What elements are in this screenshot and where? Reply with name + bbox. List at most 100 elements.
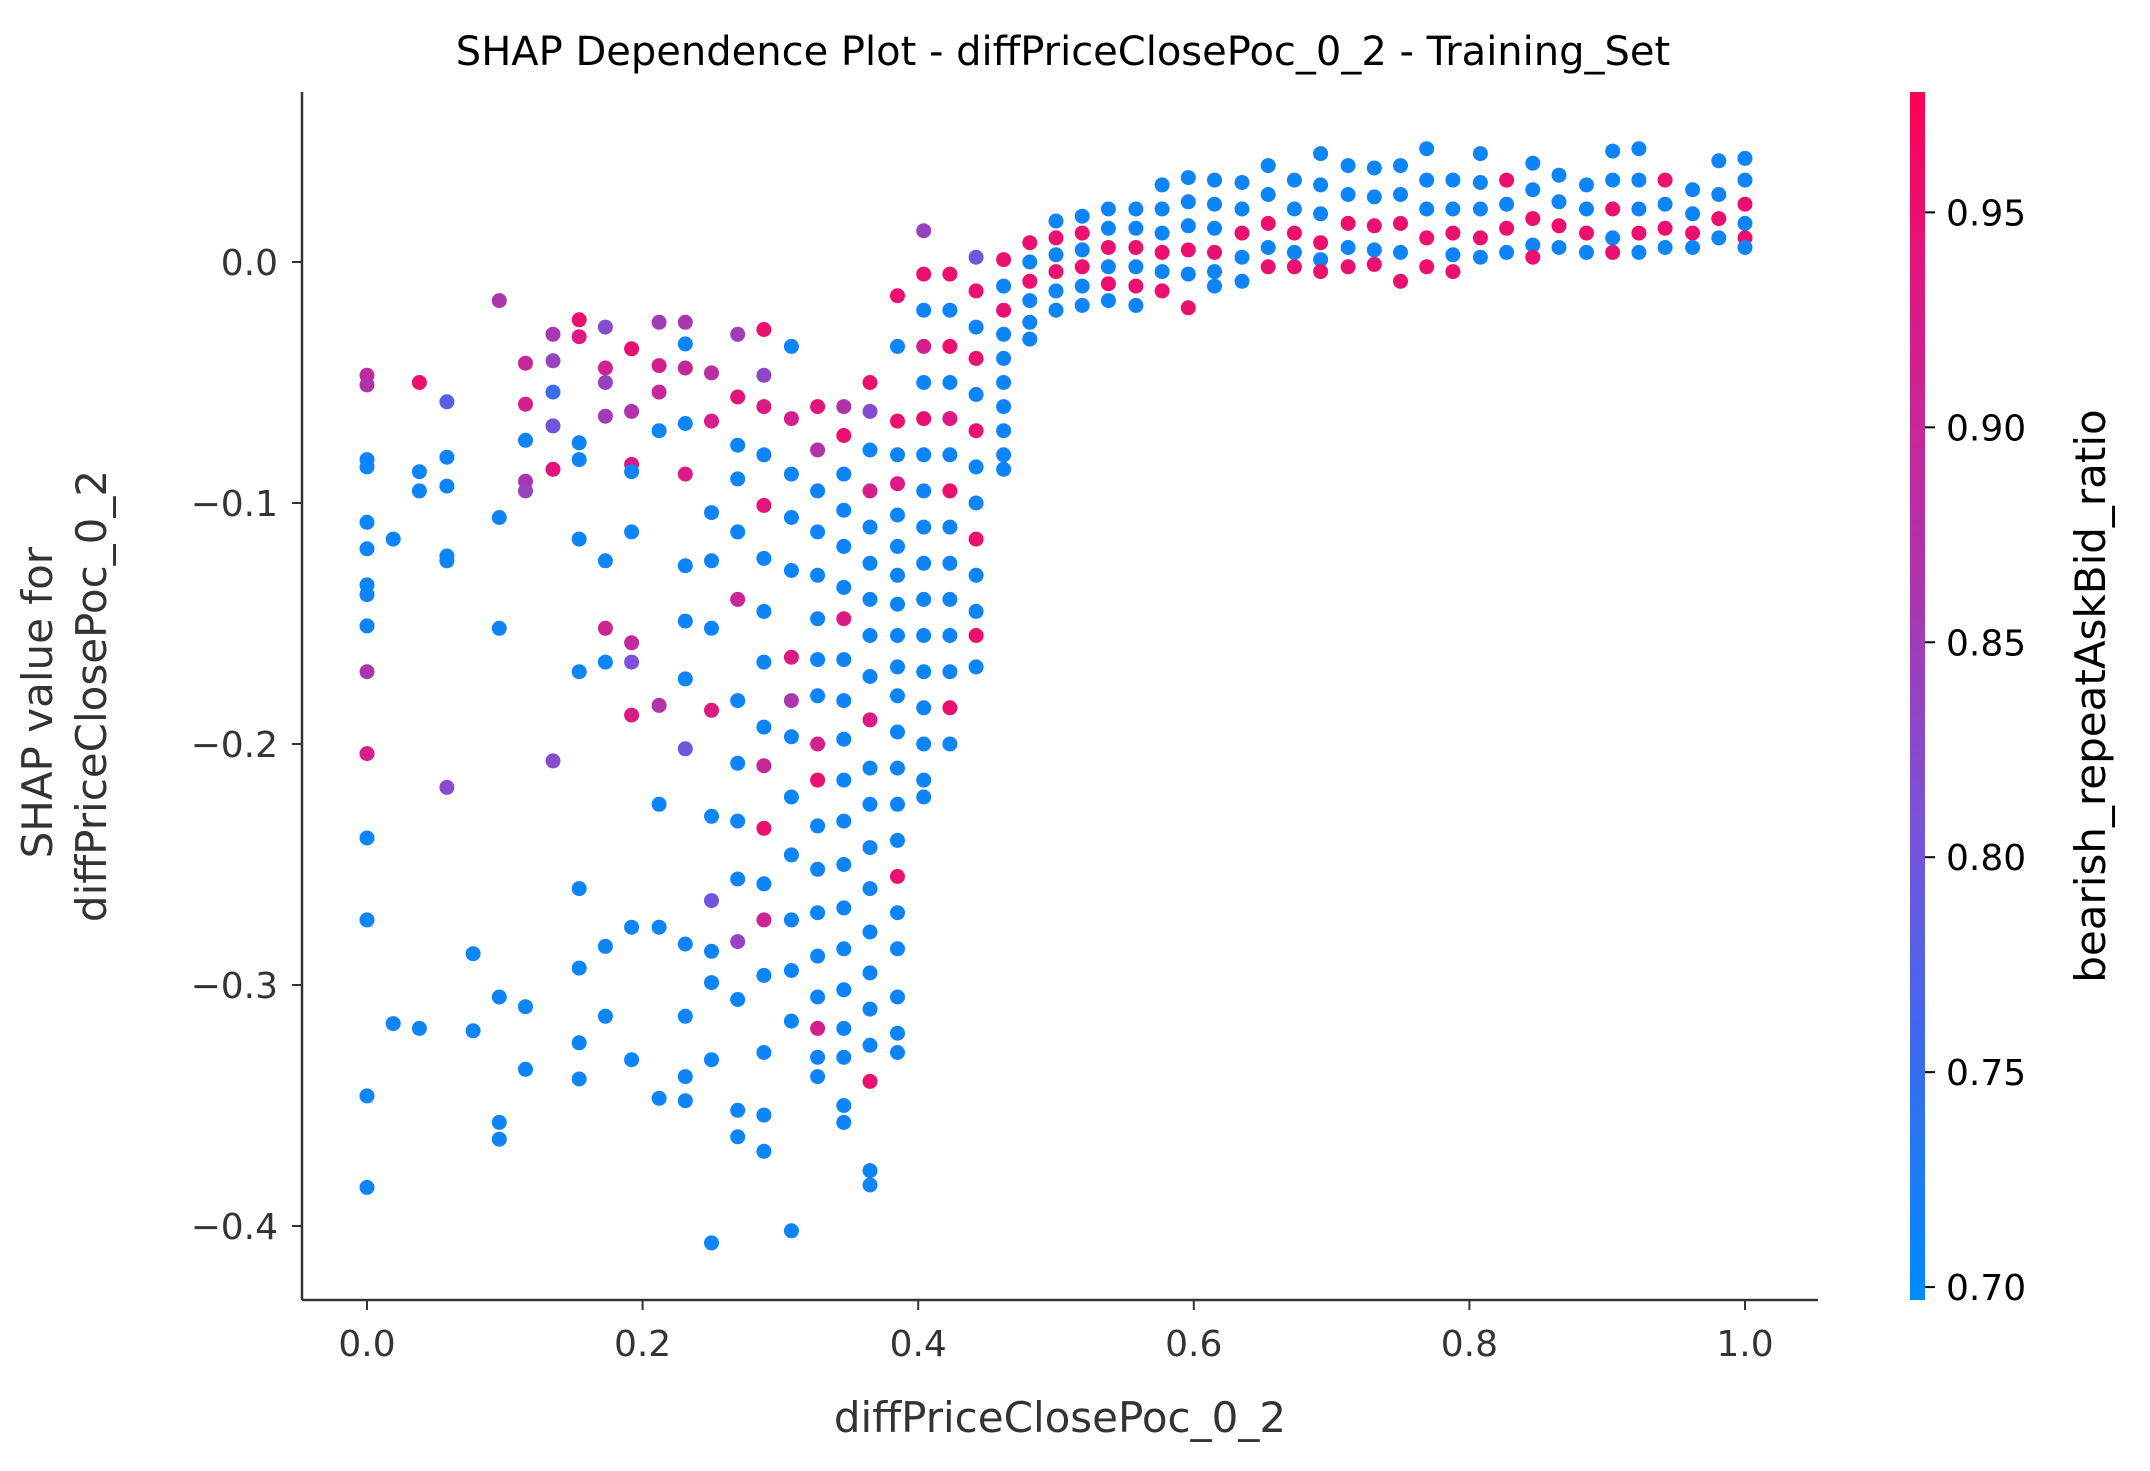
data-point [862, 881, 878, 897]
data-point [1499, 220, 1515, 236]
data-point [1472, 175, 1488, 190]
data-point [730, 326, 746, 342]
data-point [942, 411, 958, 427]
data-point [1711, 211, 1727, 227]
data-point [836, 900, 852, 916]
colorbar-tick-label: 0.90 [1946, 408, 2026, 449]
data-point [862, 555, 878, 571]
y-tick-label: −0.2 [191, 725, 278, 766]
data-point [1207, 172, 1222, 188]
data-point [1234, 249, 1250, 265]
data-point [1737, 150, 1753, 166]
data-point [862, 712, 878, 728]
data-point [968, 249, 984, 265]
data-point [783, 563, 799, 578]
data-point [1393, 244, 1408, 260]
data-point [996, 278, 1012, 294]
data-point [862, 375, 878, 390]
data-point [968, 603, 984, 619]
data-point [996, 350, 1012, 366]
data-point [1551, 194, 1567, 210]
data-point [942, 700, 958, 716]
data-point [359, 912, 375, 928]
data-point [1048, 283, 1064, 299]
colorbar [1910, 92, 1925, 1300]
x-tick-label: 1.0 [1716, 1324, 1773, 1365]
data-point [730, 591, 746, 607]
data-point [862, 519, 878, 535]
data-point [545, 753, 561, 769]
data-point [439, 394, 455, 410]
data-point [862, 1163, 878, 1179]
y-tick-label: 0.0 [221, 243, 278, 284]
data-point [677, 741, 693, 757]
data-point [836, 502, 852, 518]
data-point [465, 1023, 481, 1039]
data-point [756, 1045, 772, 1060]
data-point [916, 266, 932, 282]
data-point [1525, 237, 1541, 253]
data-point [836, 466, 852, 482]
data-point [1207, 264, 1222, 280]
data-point [756, 1107, 772, 1123]
colorbar-label: bearish_repeatAskBid_ratio [2066, 409, 2115, 982]
data-point [1525, 211, 1541, 227]
data-point [439, 553, 455, 569]
data-point [1340, 240, 1356, 255]
data-point [730, 389, 746, 405]
data-point [890, 476, 905, 492]
data-point [890, 447, 905, 463]
data-point [1579, 244, 1594, 260]
data-point [862, 442, 878, 458]
data-point [862, 669, 878, 684]
data-point [783, 1223, 799, 1239]
data-point [597, 408, 613, 424]
data-point [677, 466, 693, 482]
data-point [730, 871, 746, 887]
data-point [651, 384, 667, 400]
data-point [1074, 208, 1090, 224]
data-point [677, 336, 693, 352]
data-point [1286, 259, 1302, 275]
data-point [1100, 293, 1116, 309]
data-point [465, 946, 481, 962]
data-point [942, 736, 958, 752]
data-point [730, 1129, 746, 1145]
data-point [890, 288, 905, 304]
data-point [704, 943, 719, 959]
data-point [890, 832, 905, 848]
x-tick-label: 0.6 [1165, 1324, 1222, 1365]
data-point [1154, 201, 1170, 217]
data-point [1419, 230, 1435, 246]
data-point [916, 223, 932, 239]
data-point [677, 314, 693, 330]
data-point [1260, 215, 1276, 231]
data-point [651, 796, 667, 812]
data-point [1074, 242, 1090, 258]
data-point [1419, 201, 1435, 217]
data-point [810, 1069, 826, 1085]
data-point [1234, 175, 1250, 190]
data-point [1499, 244, 1515, 260]
data-point [1631, 172, 1647, 188]
data-point [491, 620, 507, 636]
data-point [810, 905, 826, 921]
data-point [756, 876, 772, 892]
data-point [968, 283, 984, 299]
data-point [996, 461, 1012, 477]
data-point [810, 989, 826, 1005]
data-point [942, 266, 958, 282]
data-point [1551, 167, 1567, 183]
data-point [1419, 172, 1435, 188]
data-point [1234, 273, 1250, 289]
data-point [1207, 278, 1222, 294]
data-point [1657, 172, 1673, 188]
data-point [704, 808, 719, 824]
data-point [730, 934, 746, 950]
data-point [783, 338, 799, 354]
y-tick-label: −0.3 [191, 966, 278, 1007]
data-point [1737, 215, 1753, 231]
data-point [783, 466, 799, 482]
data-point [1100, 220, 1116, 236]
